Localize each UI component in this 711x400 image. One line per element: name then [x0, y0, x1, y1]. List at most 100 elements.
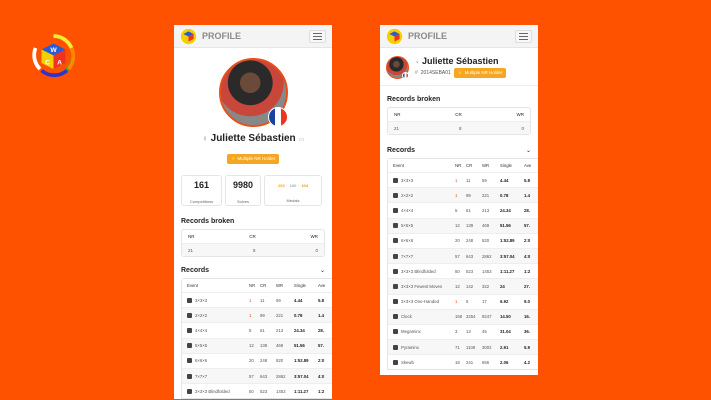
- event-icon: [393, 329, 398, 335]
- wca-id: 2014SEBA01: [420, 70, 451, 76]
- chevron-down-icon[interactable]: ⌄: [525, 148, 531, 154]
- cell: 12: [455, 283, 460, 289]
- cell: 50: [455, 268, 460, 274]
- table-row[interactable]: 2×2×2 1 99 221 0.78 1.4: [182, 307, 332, 323]
- cell: 4:0: [524, 253, 531, 259]
- table-row[interactable]: 3×3×3 Blindfolded 50 523 1453 1:11.27 1:2: [388, 263, 538, 278]
- table-row[interactable]: Skewb 18 241 656 2.06 4.2: [388, 354, 538, 369]
- records-title: Records: [387, 147, 416, 154]
- cell: 5: [249, 327, 252, 333]
- cell: 469: [482, 223, 490, 229]
- event-icon: [393, 314, 398, 320]
- cell: 1:11.27: [294, 388, 309, 394]
- column-header: NR: [249, 283, 256, 288]
- table-row[interactable]: 3×3×3 Blindfolded 50 523 1453 1:11.27 1:2: [182, 383, 332, 398]
- column-header: CR: [260, 283, 267, 288]
- cell: 2:0: [318, 358, 325, 364]
- event-name: 5×5×5: [401, 223, 414, 229]
- records-title: Records: [181, 267, 210, 274]
- cell: 36.: [524, 329, 530, 335]
- event-icon: [187, 343, 192, 349]
- cell: 1:2: [524, 268, 531, 274]
- table-row[interactable]: 4×4×4 5 61 213 24.34 28.: [388, 202, 538, 217]
- records-broken-table: NR CR WR 21 8 0: [387, 107, 531, 135]
- cell: 1453: [482, 268, 492, 274]
- cell: 322: [482, 283, 490, 289]
- app-header: PROFILE: [380, 25, 538, 48]
- wca-logo: W C A: [32, 34, 76, 78]
- table-row[interactable]: Megaminx 3 13 45 31.04 36.: [388, 323, 538, 339]
- event-icon: [393, 207, 398, 213]
- cell: 99: [466, 192, 471, 198]
- cell: 11: [260, 297, 265, 303]
- france-flag-icon: [402, 71, 409, 79]
- profile-name: Juliette Sébastien: [210, 133, 296, 144]
- column-header: Event: [187, 283, 198, 288]
- event-name: Clock: [401, 314, 412, 320]
- event-name: 5×5×5: [195, 343, 208, 349]
- cell: 1:2: [318, 388, 325, 394]
- cell: 142: [466, 283, 474, 289]
- column-header: CR: [466, 163, 473, 168]
- cell: 24.34: [294, 327, 305, 333]
- cell: 51.56: [500, 223, 511, 229]
- cell: 2:0: [524, 238, 531, 244]
- table-row[interactable]: 7×7×7 57 643 2862 3:57.04 4:0: [182, 367, 332, 384]
- cell: 1: [249, 297, 252, 303]
- cell: 4.44: [294, 297, 303, 303]
- avatar: [386, 55, 409, 79]
- hash-icon: #: [415, 70, 418, 76]
- cell: 523: [466, 268, 474, 274]
- cell: 158: [455, 314, 463, 320]
- cell: 5: [466, 299, 469, 305]
- table-row[interactable]: Clock 158 3254 9247 14.50 16.: [388, 308, 538, 324]
- table-row[interactable]: 5×5×5 12 139 469 51.56 57.: [388, 217, 538, 233]
- table-row[interactable]: 3×3×3 Fewest Moves 12 142 322 24 27.: [388, 278, 538, 294]
- cell: 61: [260, 327, 265, 333]
- event-name: 3×3×3 Blindfolded: [195, 388, 230, 394]
- menu-button[interactable]: [309, 29, 326, 43]
- cell: 20: [249, 358, 254, 364]
- cell: 13: [466, 329, 471, 335]
- table-row[interactable]: 4×4×4 5 61 213 24.34 28.: [182, 322, 332, 337]
- female-icon: ♀: [201, 134, 208, 143]
- cell: 820: [482, 238, 490, 244]
- table-row[interactable]: Pyraminx 71 1108 3002 2.91 5.9: [388, 339, 538, 355]
- cell: 1: [455, 177, 458, 183]
- table-row[interactable]: 3×3×3 One-Handed 1 5 17 6.92 9.0: [388, 293, 538, 309]
- header-title: PROFILE: [408, 31, 448, 41]
- cell: 6.92: [500, 299, 509, 305]
- table-row[interactable]: 6×6×6 20 248 820 1:52.89 2:0: [388, 232, 538, 248]
- chevron-down-icon[interactable]: ⌄: [319, 268, 325, 274]
- cell: 221: [482, 192, 490, 198]
- event-icon: [393, 359, 398, 365]
- event-name: 3×3×3: [401, 177, 414, 183]
- table-row[interactable]: 2×2×2 1 99 221 0.78 1.4: [388, 187, 538, 203]
- table-row[interactable]: 6×6×6 20 248 820 1:52.89 2:0: [182, 352, 332, 368]
- table-header: Event NR CR WR Single Ave: [388, 159, 538, 172]
- table-row[interactable]: 3×3×3 1 11 59 4.44 5.8: [182, 292, 332, 307]
- cell: 820: [276, 358, 284, 364]
- event-icon: [187, 358, 192, 364]
- table-row[interactable]: 7×7×7 57 643 2862 3:57.04 4:0: [388, 247, 538, 264]
- profile-name: Juliette Sébastien: [422, 56, 499, 66]
- france-flag-icon: [267, 107, 288, 127]
- event-name: 4×4×4: [401, 207, 414, 213]
- table-row[interactable]: 3×3×3 1 11 59 4.44 5.8: [388, 172, 538, 187]
- cell: 24: [500, 283, 505, 289]
- event-icon: [393, 268, 398, 274]
- menu-button[interactable]: [515, 29, 532, 43]
- table-row[interactable]: 5×5×5 12 139 469 51.56 57.: [182, 337, 332, 353]
- cell: 4.2: [524, 359, 530, 365]
- nr-holder-badge: ⚡ Multiple NR Holder: [453, 68, 507, 78]
- avatar: [218, 58, 288, 127]
- cell: 1:11.27: [500, 268, 515, 274]
- event-name: 7×7×7: [195, 373, 208, 379]
- event-name: 4×4×4: [195, 327, 208, 333]
- cell: 3002: [482, 344, 492, 350]
- records-table: Event NR CR WR Single Ave 3×3×3 1 11 59 4.44 5.8 2×2…: [387, 158, 538, 371]
- cell: 5.8: [524, 177, 530, 183]
- column-header: Ave: [524, 163, 532, 168]
- event-icon: [393, 238, 398, 244]
- cell: 3:57.04: [294, 373, 309, 379]
